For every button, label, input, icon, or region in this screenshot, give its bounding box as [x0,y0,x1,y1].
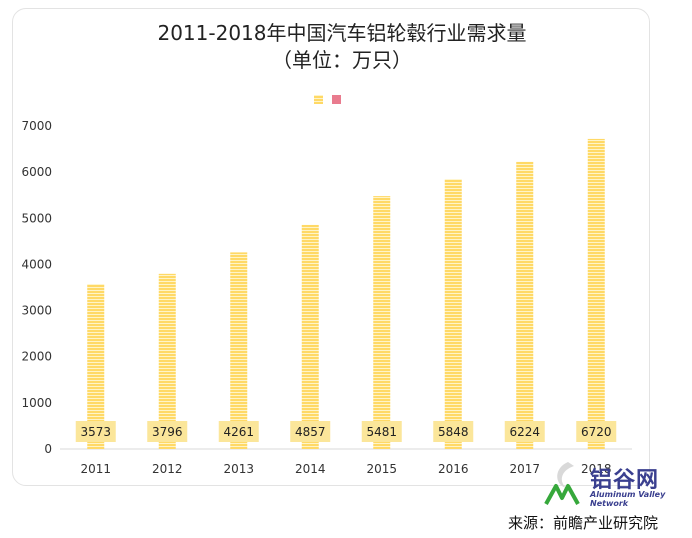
watermark-en-line2: Network [590,499,629,508]
x-tick-label: 2018 [581,462,612,476]
data-label: 4261 [223,425,254,439]
y-tick-label: 5000 [21,211,52,225]
data-label-box [504,421,545,442]
x-tick-label: 2017 [509,462,540,476]
chart-card [12,8,650,486]
data-label: 6720 [581,425,612,439]
data-label: 4857 [295,425,326,439]
aluminum-valley-logo-icon [544,462,580,505]
data-label-box [433,421,474,442]
bar [301,224,319,449]
y-tick-label: 7000 [21,119,52,133]
data-label-box [75,421,116,442]
source-note: 来源：前瞻产业研究院 [508,514,659,532]
bar [587,138,605,450]
bar [230,252,248,449]
chart-title: 2011-2018年中国汽车铝轮毂行业需求量 [157,21,527,45]
x-tick-label: 2015 [366,462,397,476]
bar [87,284,105,449]
data-label-box [576,421,617,442]
y-tick-label: 2000 [21,350,52,364]
x-tick-label: 2016 [438,462,469,476]
x-tick-label: 2014 [295,462,326,476]
legend-swatch-1 [314,95,323,104]
bar [373,196,391,449]
y-tick-label: 6000 [21,165,52,179]
legend [314,95,341,104]
data-label: 3796 [152,425,183,439]
y-axis: 0 1000 2000 3000 4000 5000 6000 7000 [21,119,52,456]
chart-subtitle: （单位：万只） [272,48,412,72]
bar [444,179,462,450]
x-tick-label: 2013 [223,462,254,476]
legend-swatch-2 [332,95,341,104]
data-label-box [147,421,188,442]
x-tick-label: 2011 [80,462,111,476]
data-label-box [361,421,402,442]
x-axis: 2011 2012 2013 2014 2015 2016 2017 2018 [60,448,632,476]
x-tick-label: 2012 [152,462,183,476]
data-label: 3573 [80,425,111,439]
bar [516,161,534,449]
watermark-en: Aluminum Valley Network [590,490,665,508]
y-tick-label: 4000 [21,257,52,271]
y-tick-label: 1000 [21,396,52,410]
y-tick-label: 0 [44,442,52,456]
data-label: 5481 [366,425,397,439]
y-tick-label: 3000 [21,304,52,318]
bar [158,273,176,449]
data-label: 6224 [509,425,540,439]
bars [87,138,605,450]
watermark-en-line1: Aluminum Valley [590,490,666,499]
data-label-box [218,421,259,442]
watermark-cn: 铝谷网 [590,468,660,493]
data-labels: 3573 3796 4261 4857 5481 5848 6224 6720 [75,421,617,442]
data-label-box [290,421,331,442]
data-label: 5848 [438,425,469,439]
watermark-logo: 铝谷网 Aluminum Valley Network [540,458,690,516]
